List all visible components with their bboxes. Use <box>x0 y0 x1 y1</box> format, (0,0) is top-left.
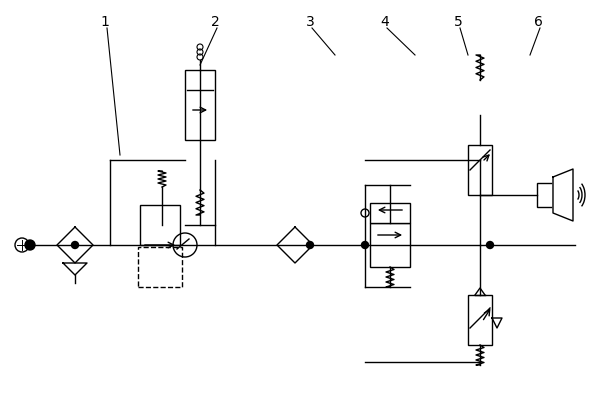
Text: 3: 3 <box>306 15 314 29</box>
Circle shape <box>362 241 368 249</box>
Text: 2: 2 <box>210 15 219 29</box>
Circle shape <box>306 241 314 249</box>
Bar <box>370 203 410 223</box>
Text: 6: 6 <box>534 15 543 29</box>
Text: 1: 1 <box>101 15 109 29</box>
Bar <box>140 205 180 245</box>
Bar <box>370 223 410 267</box>
Circle shape <box>25 240 35 250</box>
Text: 5: 5 <box>453 15 463 29</box>
Bar <box>537 183 553 207</box>
Bar <box>138 247 182 287</box>
Circle shape <box>72 241 78 249</box>
Bar <box>468 295 492 345</box>
Text: 4: 4 <box>380 15 390 29</box>
Bar <box>468 145 492 195</box>
Circle shape <box>487 241 493 249</box>
Bar <box>185 70 215 140</box>
Polygon shape <box>553 169 573 221</box>
